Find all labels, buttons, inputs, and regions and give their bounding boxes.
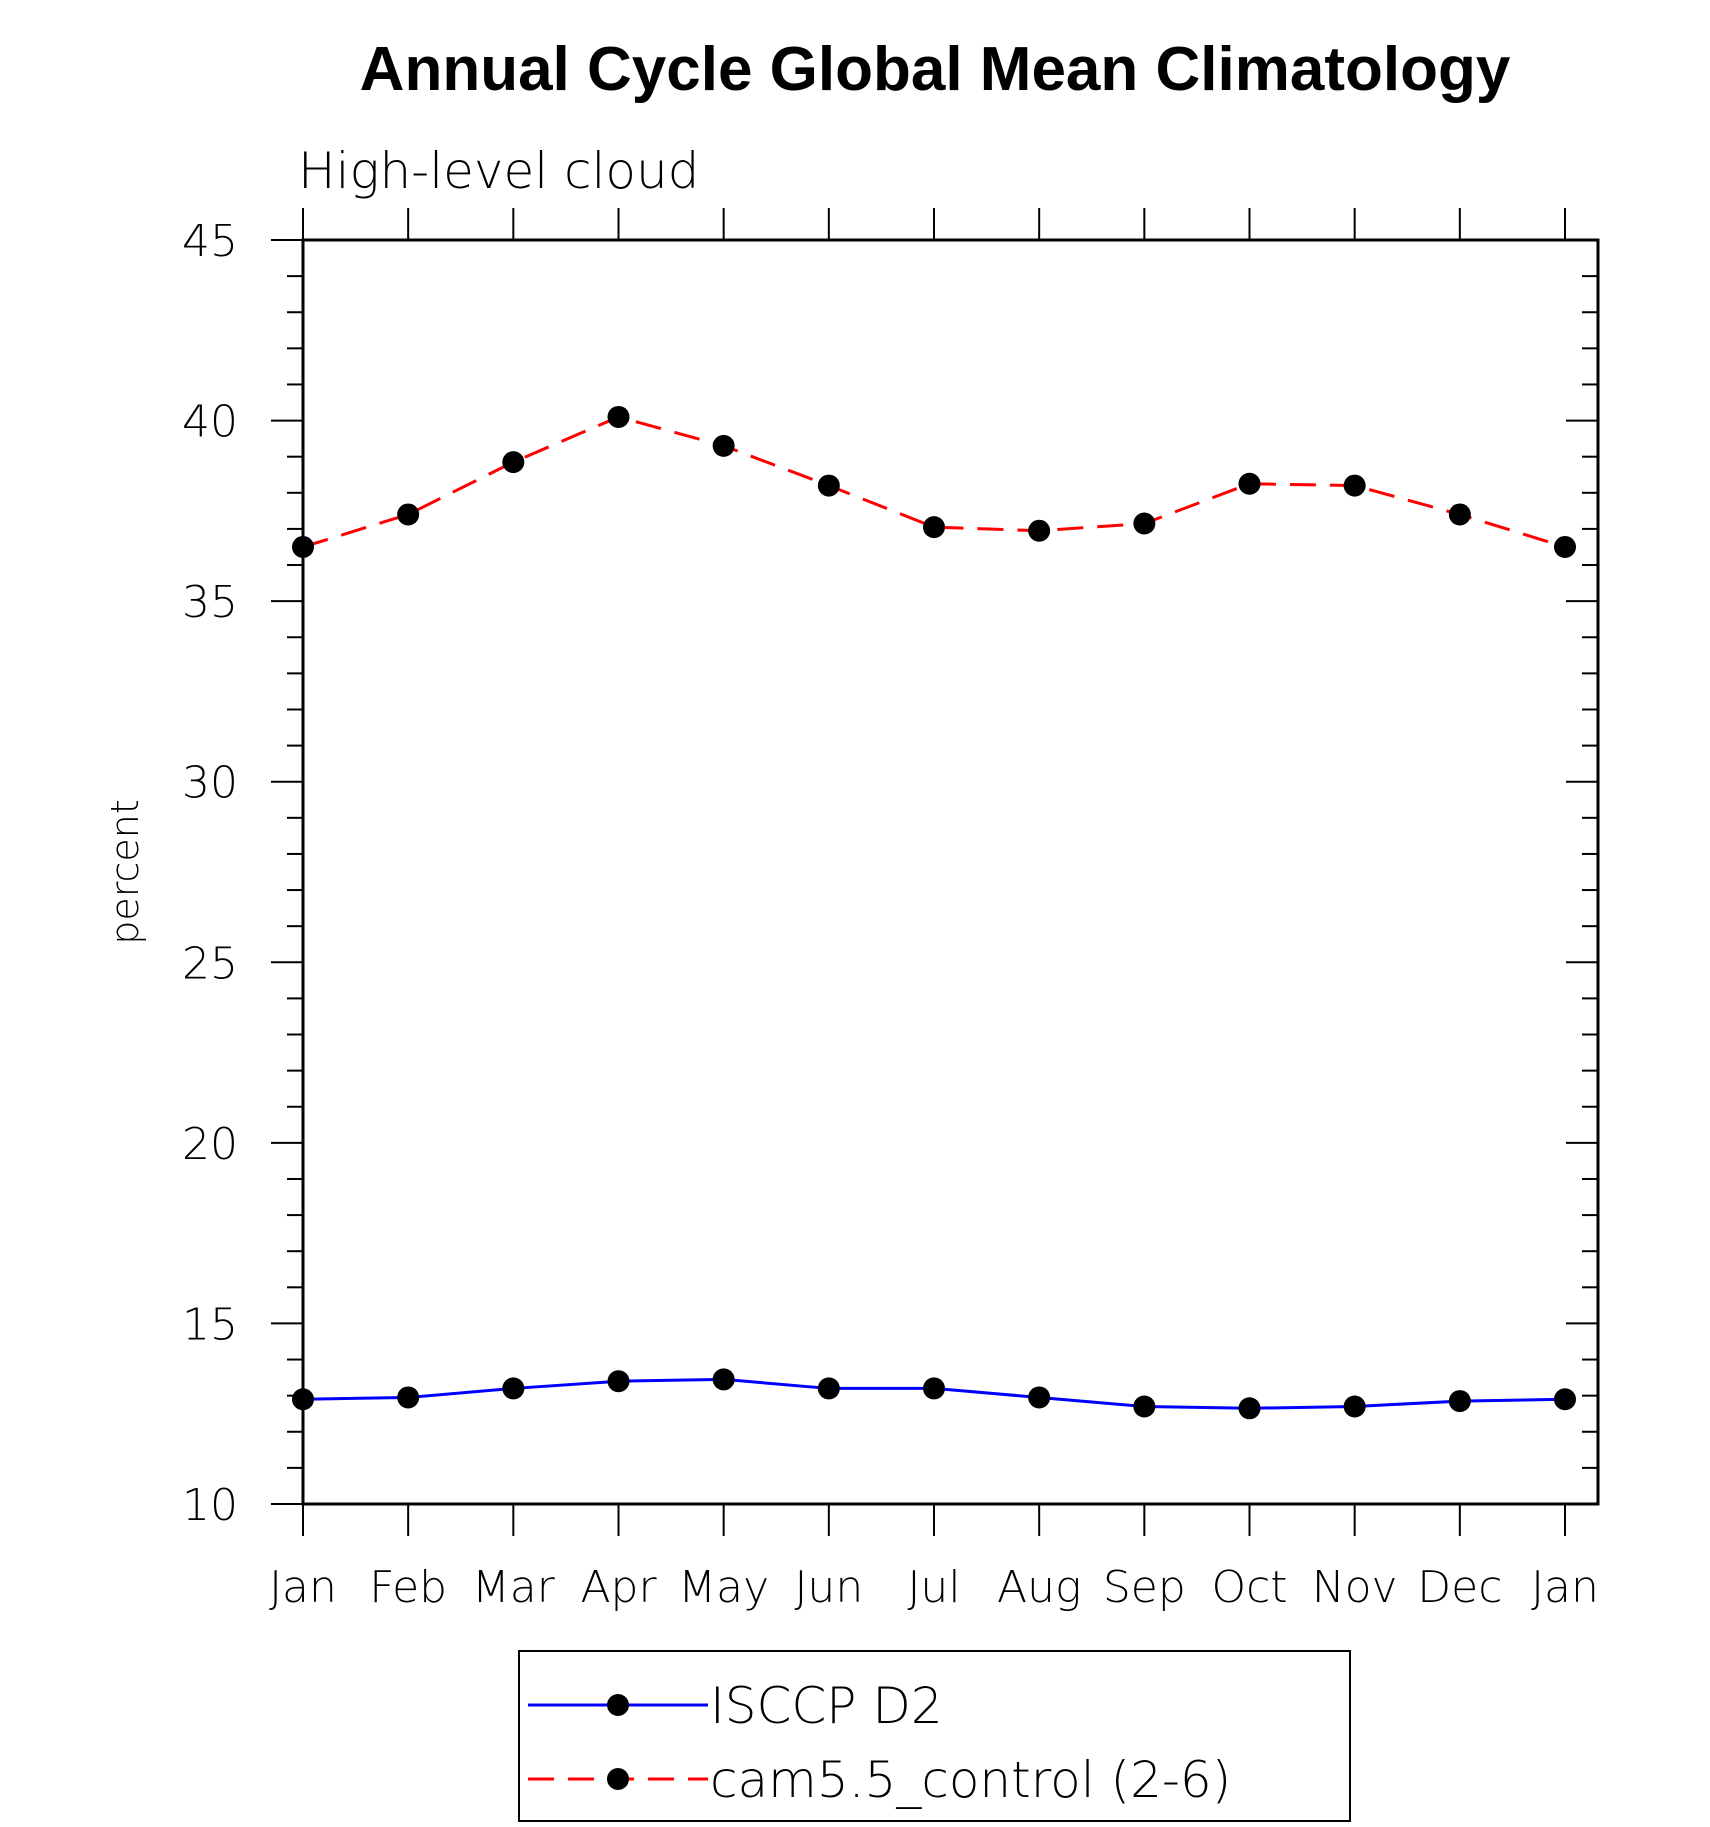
y-tick-label: 10 xyxy=(182,1480,238,1531)
data-point xyxy=(1554,1388,1576,1411)
data-point xyxy=(712,434,735,457)
data-point xyxy=(817,1377,840,1400)
y-tick-label: 45 xyxy=(182,216,238,267)
data-point xyxy=(923,1377,945,1400)
data-point xyxy=(1343,474,1366,497)
data-point xyxy=(712,1368,735,1391)
chart-title: Annual Cycle Global Mean Climatology xyxy=(360,35,1511,104)
legend-box xyxy=(518,1650,1351,1822)
series-0 xyxy=(292,1368,1576,1420)
data-point xyxy=(1133,1395,1156,1418)
data-point xyxy=(1238,1397,1261,1420)
data-point xyxy=(397,1386,420,1409)
x-tick-label: Dec xyxy=(1417,1562,1502,1613)
x-tick-label: Apr xyxy=(580,1562,657,1613)
legend: ISCCP D2 cam5.5_control (2-6) xyxy=(518,1650,1351,1822)
chart-subtitle: High-level cloud xyxy=(298,142,699,200)
y-tick-label: 25 xyxy=(182,938,238,989)
data-point xyxy=(607,1370,630,1393)
x-tick-label: Aug xyxy=(997,1562,1081,1613)
legend-marker xyxy=(607,1694,629,1716)
legend-label: cam5.5_control (2-6) xyxy=(710,1751,1231,1809)
data-point xyxy=(1028,1386,1051,1409)
data-point xyxy=(1028,519,1051,542)
data-point xyxy=(923,516,945,539)
x-tick-label: Feb xyxy=(369,1562,447,1613)
y-tick-label: 30 xyxy=(182,758,238,809)
data-point xyxy=(1448,503,1471,526)
x-tick-labels: Jan Feb Mar Apr May Jun Jul Aug Sep Oct Nov Dec Jan xyxy=(269,1562,1599,1613)
plot-frame xyxy=(301,238,1600,1506)
x-tick-label: Nov xyxy=(1312,1562,1398,1613)
data-point xyxy=(1133,512,1156,535)
x-tick-label: May xyxy=(678,1562,769,1613)
data-point xyxy=(397,503,420,526)
axis-ticks xyxy=(271,208,1598,1536)
y-tick-label: 35 xyxy=(182,577,238,628)
y-tick-label: 15 xyxy=(182,1299,238,1350)
x-tick-label: Sep xyxy=(1103,1562,1186,1613)
data-point xyxy=(607,405,630,428)
x-tick-label: Mar xyxy=(472,1562,556,1613)
legend-label: ISCCP D2 xyxy=(710,1677,943,1735)
series-layer xyxy=(292,405,1576,1420)
series-1 xyxy=(292,405,1576,558)
data-point xyxy=(502,451,525,474)
x-tick-label: Oct xyxy=(1211,1562,1287,1613)
legend-marker xyxy=(607,1768,629,1790)
x-tick-label: Jul xyxy=(907,1562,960,1613)
data-point xyxy=(1343,1395,1366,1418)
y-tick-labels: 10 15 20 25 30 35 40 45 xyxy=(182,216,238,1531)
x-tick-label: Jun xyxy=(794,1562,863,1613)
data-point xyxy=(1448,1390,1471,1413)
x-tick-label: Jan xyxy=(1531,1562,1599,1613)
y-tick-label: 40 xyxy=(182,397,238,448)
data-point xyxy=(817,474,840,497)
data-point xyxy=(1554,535,1576,558)
y-tick-label: 20 xyxy=(182,1119,238,1170)
x-tick-label: Jan xyxy=(269,1562,337,1613)
data-point xyxy=(1238,472,1261,495)
data-point xyxy=(502,1377,525,1400)
y-axis-label: percent xyxy=(103,799,147,945)
